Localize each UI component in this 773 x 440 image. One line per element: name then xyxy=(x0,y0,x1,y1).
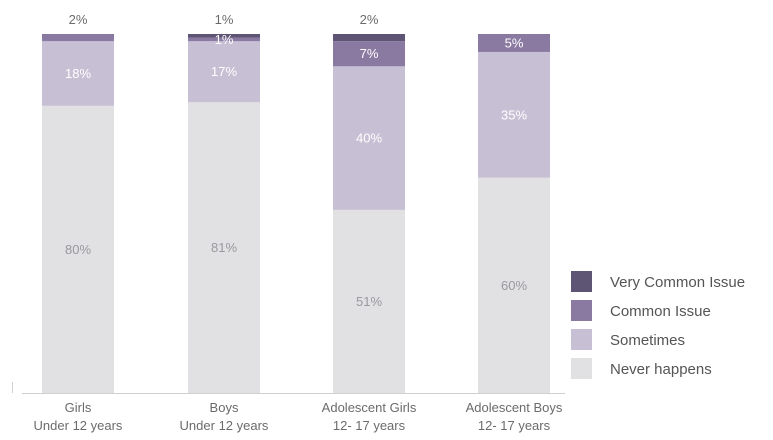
data-label-sometimes-2: 17% xyxy=(211,64,237,79)
bar-segment-common-issue-2 xyxy=(188,37,260,42)
legend-swatch-sometimes xyxy=(571,329,592,350)
data-label-common-issue-3: 7% xyxy=(360,46,379,61)
top-label-2: 1% xyxy=(215,12,234,27)
category-label-1-line-2: Under 12 years xyxy=(34,418,123,433)
bar-segment-sometimes-3 xyxy=(333,66,405,210)
bar-segment-never-happens-1 xyxy=(42,105,114,394)
data-label-never-happens-3: 51% xyxy=(356,294,382,309)
legend-swatch-never-happens xyxy=(571,358,592,379)
x-axis: Girls Under 12 years Boys Under 12 years Ado… xyxy=(12,382,565,433)
bar-segment-common-issue-1 xyxy=(42,34,114,42)
legend-swatch-very-common-issue xyxy=(571,271,592,292)
bar-segment-sometimes-2 xyxy=(188,41,260,103)
bar-segment-never-happens-2 xyxy=(188,102,260,394)
bar-segment-very-common-issue-3 xyxy=(333,34,405,42)
category-label-3-line-2: 12- 17 years xyxy=(333,418,406,433)
top-label-1: 2% xyxy=(69,12,88,27)
legend-swatch-common-issue xyxy=(571,300,592,321)
category-label-2-line-2: Under 12 years xyxy=(180,418,269,433)
category-label-1-line-1: Girls xyxy=(65,400,92,415)
data-label-common-issue-4: 5% xyxy=(505,35,524,50)
bar-segment-sometimes-4 xyxy=(478,51,550,178)
bar-segment-very-common-issue-2 xyxy=(188,34,260,38)
category-label-3-line-1: Adolescent Girls xyxy=(322,400,417,415)
legend-label-very-common-issue: Very Common Issue xyxy=(610,274,745,291)
data-labels-layer: 80% 18% 2% 81% 17% 1% 1% 51% 40% 7% 2% 60% 35% 5% xyxy=(65,12,527,309)
bar-segment-common-issue-4 xyxy=(478,34,550,52)
data-label-never-happens-4: 60% xyxy=(501,278,527,293)
data-label-sometimes-4: 35% xyxy=(501,107,527,122)
data-label-sometimes-1: 18% xyxy=(65,66,91,81)
data-label-never-happens-1: 80% xyxy=(65,242,91,257)
category-label-4-line-2: 12- 17 years xyxy=(478,418,551,433)
category-label-4-line-1: Adolescent Boys xyxy=(466,400,563,415)
bar-segment-sometimes-1 xyxy=(42,41,114,106)
bar-segment-common-issue-3 xyxy=(333,41,405,67)
legend-label-common-issue: Common Issue xyxy=(610,303,711,320)
data-label-common-issue-2: 1% xyxy=(215,32,234,47)
bars-layer xyxy=(42,34,550,394)
data-label-sometimes-3: 40% xyxy=(356,131,382,146)
legend-label-sometimes: Sometimes xyxy=(610,332,685,349)
top-label-3: 2% xyxy=(360,12,379,27)
legend-label-never-happens: Never happens xyxy=(610,361,712,378)
bar-segment-never-happens-3 xyxy=(333,209,405,393)
bar-segment-never-happens-4 xyxy=(478,177,550,393)
category-label-2-line-1: Boys xyxy=(210,400,239,415)
legend: Very Common Issue Common Issue Sometimes Ne… xyxy=(571,271,745,379)
data-label-never-happens-2: 81% xyxy=(211,240,237,255)
